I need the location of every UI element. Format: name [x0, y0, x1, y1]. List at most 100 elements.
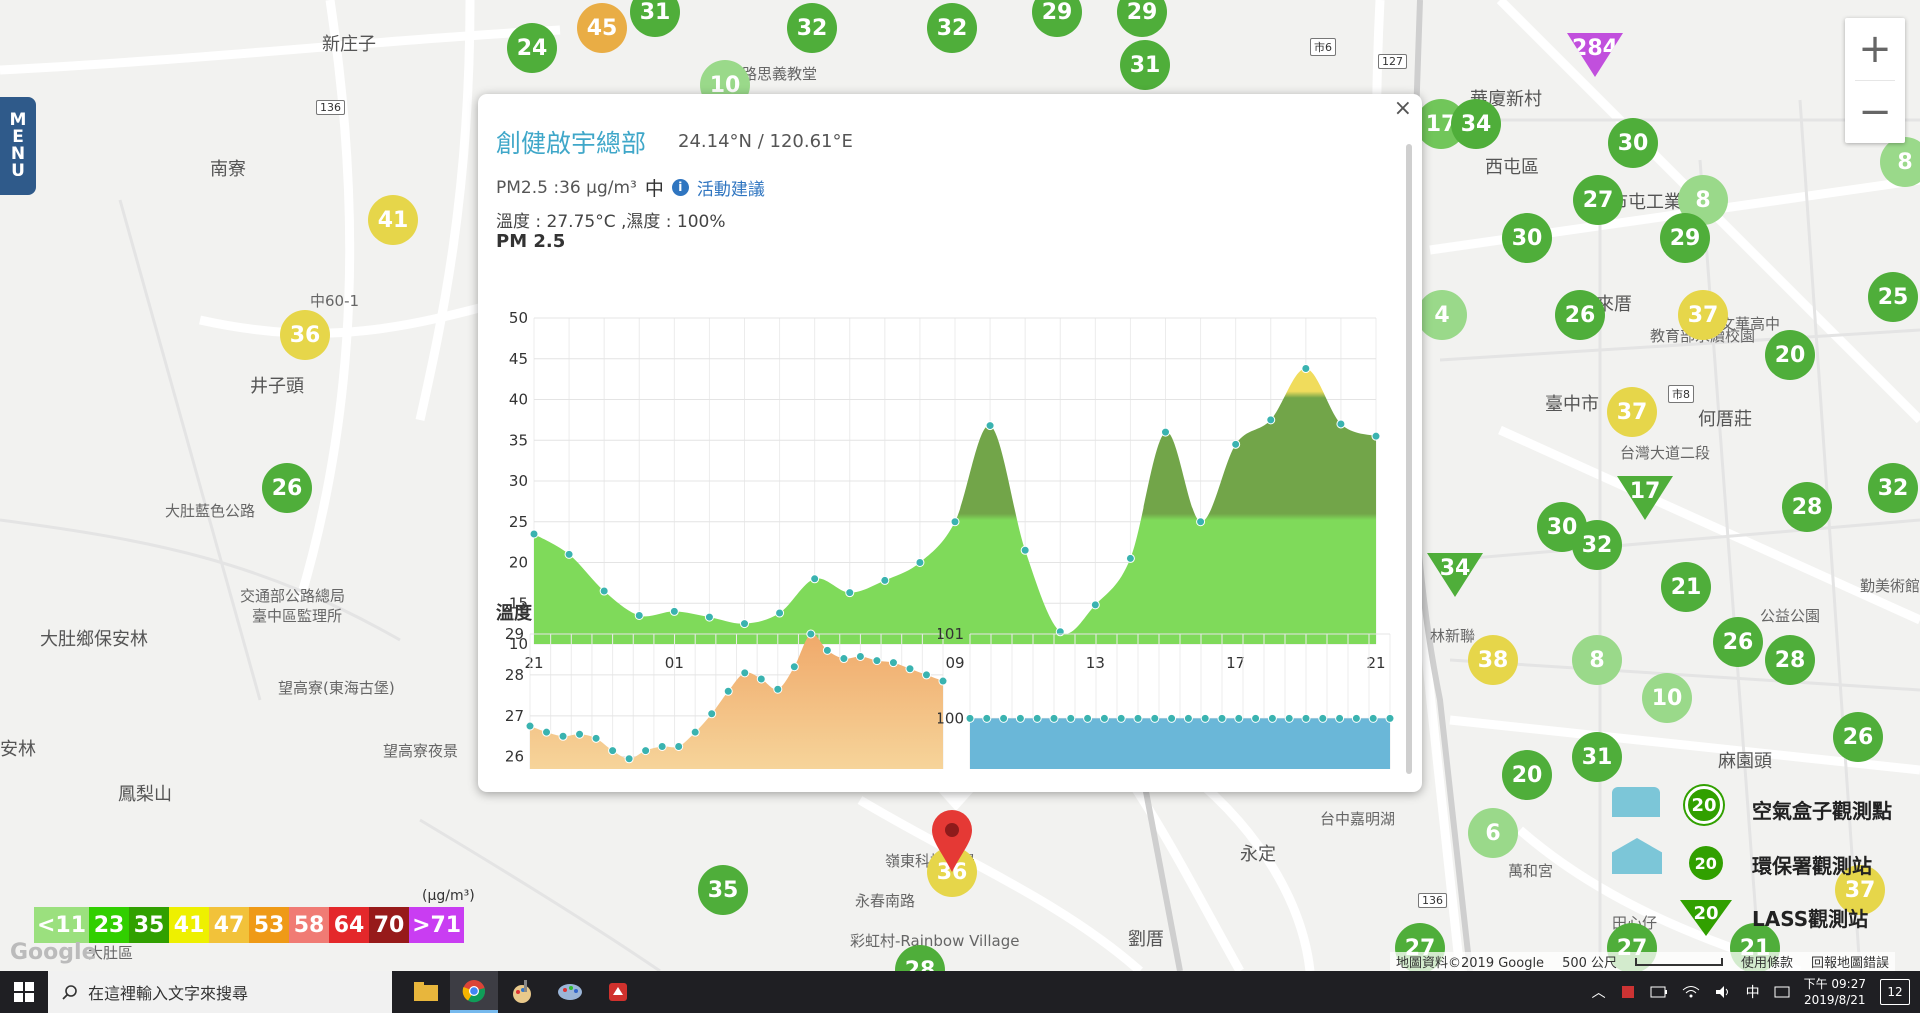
report-error-link[interactable]: 回報地圖錯誤 [1811, 956, 1890, 971]
place-label: 林新聯 [1430, 627, 1476, 645]
place-label: 台灣大道二段 [1620, 444, 1711, 462]
airbox-marker[interactable]: 21 [1661, 562, 1711, 612]
scale-label[interactable]: 500 公尺 [1562, 956, 1618, 971]
notification-center-button[interactable]: 12 [1880, 979, 1910, 1005]
airbox-marker[interactable]: 32 [927, 3, 977, 53]
airbox-marker[interactable]: 32 [1868, 463, 1918, 513]
data-point [669, 606, 679, 616]
y-tick-label: 100 [938, 709, 964, 727]
chevron-up-icon[interactable]: ︿ [1591, 985, 1606, 1001]
airbox-marker[interactable]: 28 [1782, 482, 1832, 532]
airbox-marker[interactable]: 37 [1607, 387, 1657, 437]
menu-letter: U [11, 161, 25, 181]
airbox-marker[interactable]: 32 [787, 3, 837, 53]
windows-taskbar: 在這裡輸入文字來搜尋 ︿ 中 下午 09:27 2019/8/21 12 [0, 971, 1920, 1013]
paint-app-button[interactable] [498, 971, 546, 1013]
airbox-marker[interactable]: 8 [1880, 137, 1920, 187]
airbox-marker[interactable]: 6 [1468, 808, 1518, 858]
airbox-marker[interactable]: 27 [1573, 175, 1623, 225]
start-button[interactable] [0, 971, 48, 1013]
volume-icon[interactable] [1714, 985, 1732, 999]
data-point [1099, 713, 1109, 723]
place-label: 麻園頭 [1718, 751, 1772, 772]
security-icon[interactable] [1620, 984, 1636, 1000]
airbox-marker[interactable]: 28 [1765, 635, 1815, 685]
airbox-marker[interactable]: 26 [1555, 290, 1605, 340]
data-point [1049, 713, 1059, 723]
menu-letter: E [12, 127, 24, 147]
airbox-marker[interactable]: 37 [1835, 865, 1885, 915]
y-tick-label: 50 [509, 309, 528, 327]
data-point [1200, 713, 1210, 723]
data-point [1196, 517, 1206, 527]
chrome-button[interactable] [450, 971, 498, 1013]
place-label: 臺中區監理所 [252, 607, 343, 625]
airbox-marker[interactable]: 36 [280, 310, 330, 360]
airbox-marker[interactable]: 31 [630, 0, 680, 37]
airbox-marker[interactable]: 26 [1833, 712, 1883, 762]
airbox-marker[interactable]: 26 [1713, 617, 1763, 667]
airbox-marker[interactable]: 4 [1417, 290, 1467, 340]
humidity-chart: 100 101 [938, 625, 1395, 769]
temperature-chart: 26 27 28 29 [505, 625, 948, 769]
airbox-marker[interactable]: 35 [698, 865, 748, 915]
airbox-marker[interactable]: 30 [1608, 118, 1658, 168]
taskbar-search[interactable]: 在這裡輸入文字來搜尋 [48, 971, 392, 1013]
airbox-marker[interactable]: 26 [262, 463, 312, 513]
activity-advice-link[interactable]: 活動建議 [696, 180, 765, 200]
airbox-marker[interactable]: 30 [1502, 213, 1552, 263]
airbox-marker[interactable]: 20 [1502, 750, 1552, 800]
data-point [1284, 713, 1294, 723]
airbox-marker[interactable]: 32 [1572, 520, 1622, 570]
airbox-marker[interactable]: 29 [1660, 213, 1710, 263]
menu-button[interactable]: M E N U [0, 97, 36, 195]
location-pin-icon[interactable] [930, 808, 974, 874]
airbox-marker[interactable]: 45 [577, 3, 627, 53]
data-point [1336, 419, 1346, 429]
airbox-marker[interactable]: 25 [1868, 272, 1918, 322]
airbox-marker[interactable]: 31 [1120, 40, 1170, 90]
airbox-marker[interactable]: 24 [507, 23, 557, 73]
data-point [1351, 713, 1361, 723]
file-explorer-button[interactable] [402, 971, 450, 1013]
data-point [542, 727, 552, 737]
y-tick-label: 15 [509, 594, 528, 612]
data-point [1015, 713, 1025, 723]
ime-indicator[interactable]: 中 [1745, 985, 1760, 1001]
airbox-marker[interactable]: 8 [1572, 635, 1622, 685]
battery-icon[interactable] [1650, 985, 1668, 999]
legend-swatch: 58 [289, 907, 330, 943]
data-point [575, 729, 585, 739]
legend-swatch: 23 [89, 907, 130, 943]
airbox-marker[interactable]: 41 [368, 195, 418, 245]
place-label: 鳳梨山 [118, 784, 172, 805]
data-point [740, 668, 750, 678]
airbox-marker[interactable]: 34 [1451, 99, 1501, 149]
terms-link[interactable]: 使用條款 [1741, 956, 1794, 971]
data-point [775, 608, 785, 618]
data-point [839, 654, 849, 664]
sketchup-button[interactable] [594, 971, 642, 1013]
keyboard-icon[interactable] [1774, 984, 1790, 1000]
close-icon[interactable]: × [1393, 96, 1412, 121]
zoom-in-button[interactable]: + [1858, 26, 1892, 72]
data-point [1301, 713, 1311, 723]
data-point [1385, 713, 1395, 723]
search-icon [62, 985, 77, 1000]
place-label: 大肚鄉保安林 [40, 629, 148, 650]
wifi-icon[interactable] [1682, 985, 1700, 999]
clock[interactable]: 下午 09:27 2019/8/21 [1804, 976, 1866, 1008]
data-point [921, 670, 931, 680]
airbox-marker[interactable]: 37 [1678, 290, 1728, 340]
place-label: 彩虹村-Rainbow Village [850, 932, 1020, 950]
data-point [707, 709, 717, 719]
data-point [1217, 713, 1227, 723]
zoom-out-button[interactable]: − [1858, 89, 1892, 135]
temp-humidity-readout: 溫度 : 27.75°C ,濕度 : 100% [496, 212, 726, 232]
popup-scrollbar[interactable] [1406, 144, 1412, 774]
airbox-marker[interactable]: 31 [1572, 732, 1622, 782]
palette-app-button[interactable] [546, 971, 594, 1013]
airbox-marker[interactable]: 10 [1642, 673, 1692, 723]
airbox-marker[interactable]: 20 [1765, 330, 1815, 380]
airbox-marker[interactable]: 38 [1468, 635, 1518, 685]
